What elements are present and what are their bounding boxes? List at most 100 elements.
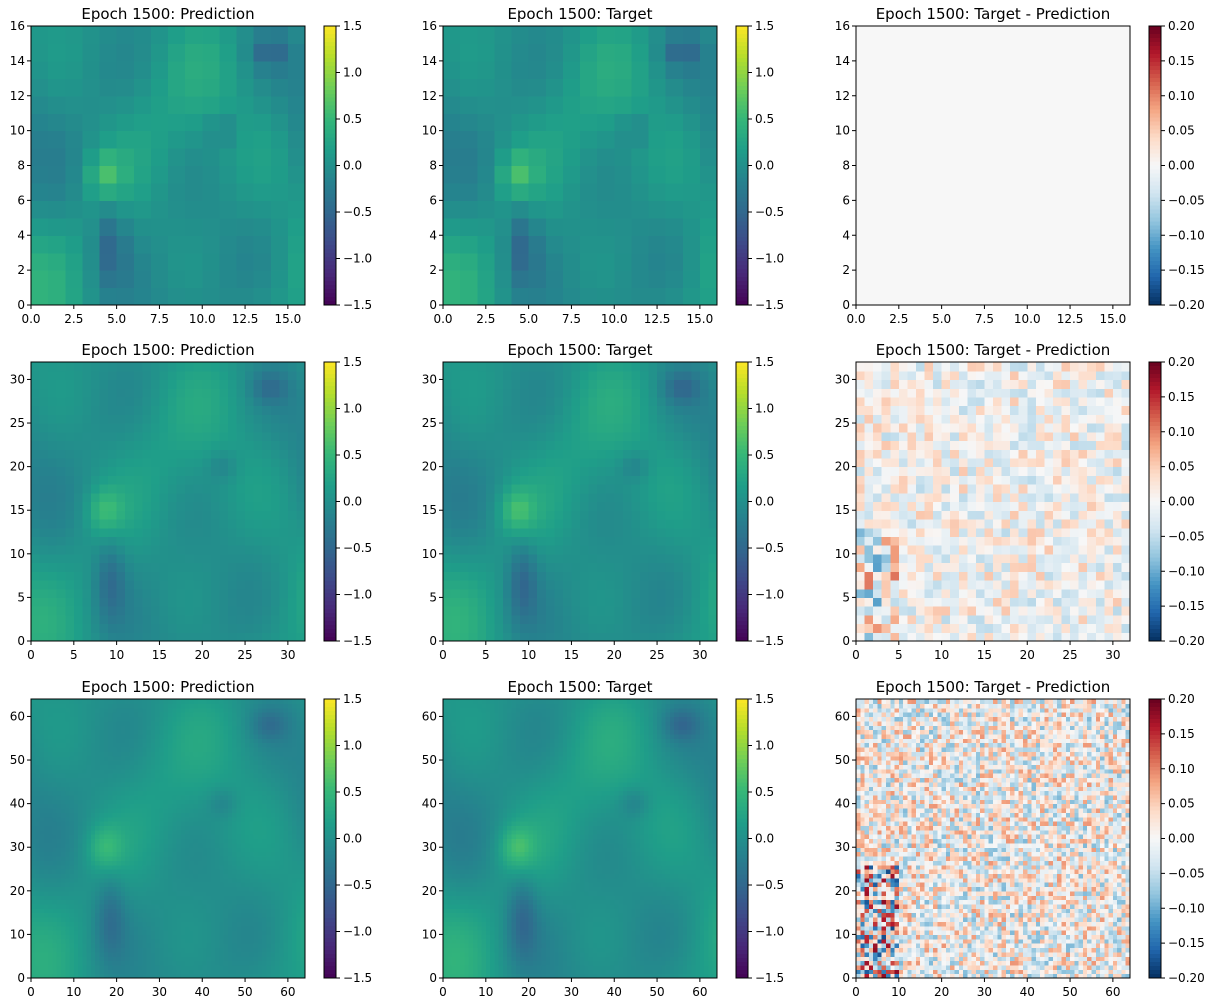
- heatmap-cell: [245, 579, 255, 590]
- heatmap-cell: [112, 956, 118, 962]
- heatmap-cell: [31, 518, 41, 529]
- heatmap-cell: [1121, 440, 1131, 450]
- heatmap-cell: [856, 449, 866, 459]
- heatmap-cell: [443, 43, 461, 62]
- heatmap-cell: [262, 623, 272, 633]
- heatmap-cell: [562, 130, 581, 149]
- heatmap-cell: [1027, 388, 1037, 398]
- heatmap-cell: [451, 597, 461, 607]
- heatmap-cell: [657, 614, 667, 625]
- heatmap-cell: [249, 973, 255, 979]
- heatmap-cell: [39, 510, 49, 520]
- heatmap-cell: [443, 396, 453, 407]
- heatmap-cell: [1052, 510, 1063, 520]
- heatmap-cell: [898, 562, 908, 572]
- heatmap-cell: [958, 235, 977, 254]
- heatmap-cell: [699, 287, 718, 306]
- heatmap-cell: [270, 632, 280, 642]
- heatmap-cell: [99, 130, 118, 149]
- colorbar-segment: [1149, 277, 1161, 282]
- heatmap-cell: [1121, 484, 1131, 494]
- heatmap-cell: [210, 947, 216, 953]
- heatmap-cell: [674, 423, 684, 433]
- heatmap-cell: [262, 431, 272, 442]
- colorbar-segment: [1149, 209, 1161, 214]
- heatmap-cell: [682, 252, 701, 271]
- heatmap-cell: [210, 466, 220, 476]
- heatmap-cell: [1061, 252, 1080, 271]
- heatmap-cell: [993, 270, 1011, 289]
- heatmap-cell: [907, 466, 917, 476]
- colorbar-tick-label: 1.5: [343, 19, 362, 33]
- heatmap-cell: [82, 588, 92, 599]
- heatmap-cell: [210, 457, 220, 468]
- heatmap-cell: [39, 969, 45, 975]
- colorbar-segment: [1149, 93, 1161, 99]
- heatmap-cell: [864, 553, 874, 564]
- heatmap-cell: [580, 396, 590, 407]
- heatmap-cell: [537, 510, 547, 520]
- heatmap-cell: [907, 379, 917, 389]
- heatmap-cell: [528, 527, 538, 537]
- heatmap-cell: [90, 947, 96, 953]
- colorbar-segment: [1149, 433, 1161, 439]
- heatmap-cell: [90, 431, 101, 442]
- colorbar-segment: [324, 362, 336, 367]
- heatmap-cell: [528, 388, 538, 398]
- colorbar-segment: [1149, 565, 1161, 570]
- heatmap-cell: [116, 466, 126, 476]
- heatmap-cell: [881, 414, 891, 424]
- heatmap-cell: [1044, 370, 1054, 381]
- colorbar-segment: [736, 89, 748, 95]
- heatmap-cell: [1027, 130, 1045, 149]
- heatmap-cell: [975, 588, 986, 599]
- heatmap-cell: [1095, 501, 1105, 511]
- heatmap-cell: [1052, 423, 1063, 433]
- heatmap-cell: [82, 396, 92, 407]
- heatmap-cell: [614, 26, 632, 45]
- heatmap-cell: [580, 388, 590, 398]
- heatmap-cell: [219, 956, 225, 962]
- heatmap-cell: [984, 632, 994, 642]
- heatmap-cell: [873, 527, 883, 537]
- colorbar-segment: [736, 389, 748, 395]
- heatmap-cell: [554, 414, 564, 424]
- heatmap-cell: [1078, 148, 1097, 167]
- colorbar-segment: [324, 141, 336, 147]
- heatmap-cell: [890, 43, 908, 62]
- heatmap-cell: [39, 518, 49, 529]
- colorbar-segment: [324, 513, 336, 519]
- heatmap-cell: [443, 475, 453, 485]
- heatmap-cell: [562, 449, 573, 459]
- heatmap-cell: [39, 606, 49, 616]
- colorbar-segment: [1149, 253, 1161, 258]
- heatmap-cell: [257, 964, 263, 970]
- heatmap-cell: [270, 165, 289, 184]
- heatmap-cell: [150, 947, 156, 953]
- heatmap-cell: [210, 388, 220, 398]
- heatmap-cell: [993, 579, 1003, 590]
- heatmap-cell: [924, 457, 934, 468]
- heatmap-cell: [682, 562, 692, 572]
- heatmap-cell: [245, 960, 250, 966]
- heatmap-cell: [168, 78, 186, 97]
- heatmap-cell: [185, 973, 191, 979]
- heatmap-cell: [262, 501, 272, 511]
- heatmap-cell: [82, 632, 92, 642]
- heatmap-cell: [665, 43, 684, 62]
- heatmap-cell: [48, 484, 58, 494]
- heatmap-cell: [520, 370, 530, 381]
- heatmap-cell: [494, 553, 504, 564]
- heatmap-cell: [657, 553, 667, 564]
- heatmap-cell: [1061, 130, 1080, 149]
- heatmap-cell: [296, 973, 302, 979]
- heatmap-cell: [477, 466, 487, 476]
- heatmap-cell: [223, 964, 229, 970]
- colorbar-segment: [1149, 489, 1161, 495]
- heatmap-cell: [168, 623, 178, 633]
- heatmap-cell: [554, 449, 564, 459]
- heatmap-cell: [520, 396, 530, 407]
- heatmap-cell: [993, 396, 1003, 407]
- heatmap-cell: [460, 440, 470, 450]
- heatmap-cell: [907, 370, 917, 381]
